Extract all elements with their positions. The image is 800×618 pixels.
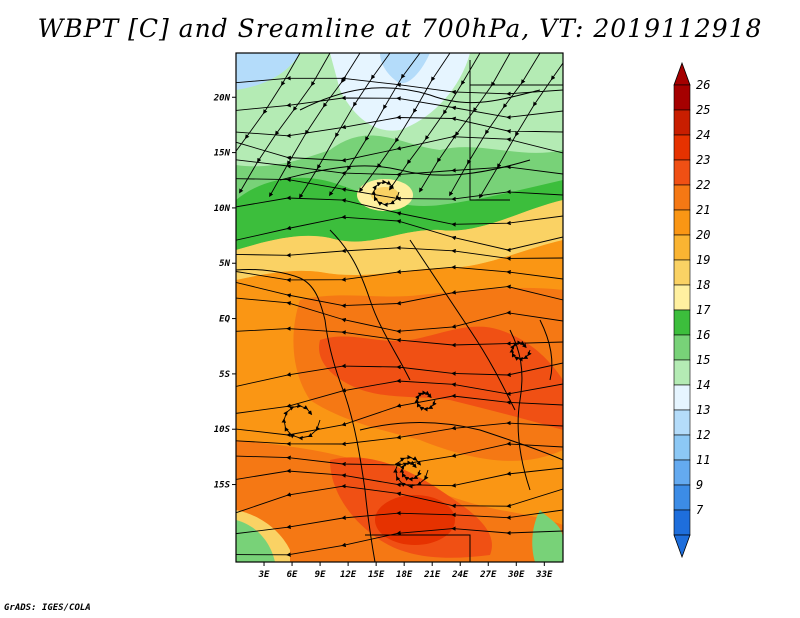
lon-tick-label: 24E: [451, 570, 469, 580]
streamline: [399, 460, 422, 482]
lon-tick-label: 33E: [535, 570, 553, 580]
lat-tick-label: 5N: [219, 259, 230, 269]
streamline: [393, 454, 429, 489]
colorbar-swatch: [673, 509, 691, 536]
colorbar-label: 26: [696, 78, 710, 92]
colorbar-label: 24: [696, 128, 710, 142]
colorbar-over-triangle: [673, 61, 691, 86]
colorbar-label: 25: [696, 103, 710, 117]
colorbar-under-triangle: [673, 534, 691, 559]
colorbar-swatch: [673, 109, 691, 136]
colorbar-label: 7: [696, 503, 704, 517]
colorbar-swatch: [673, 159, 691, 186]
streamlines: [236, 53, 563, 557]
streamline: [236, 483, 563, 516]
lon-tick-label: 27E: [479, 570, 497, 580]
colorbar-label: 17: [696, 303, 711, 317]
lat-tick-label: 15S: [214, 481, 231, 491]
lon-tick-label: 18E: [396, 570, 413, 580]
colorbar-label: 15: [696, 353, 710, 367]
streamline: [236, 245, 563, 261]
colorbar-swatch: [673, 84, 691, 111]
lon-tick-label: 21E: [423, 570, 441, 580]
colorbar-swatch: [673, 259, 691, 286]
lon-tick-label: 6E: [287, 570, 298, 580]
streamline: [281, 403, 321, 441]
streamline: [509, 340, 532, 362]
lat-tick-label: 15N: [214, 149, 231, 159]
lat-tick-label: 10S: [214, 425, 231, 435]
colorbar-label: 20: [696, 228, 710, 242]
colorbar: 26 25 24 23 22 21 20 19 18 17 16 15 14 13 12 11 9 7: [673, 61, 711, 559]
colorbar-swatch: [673, 234, 691, 261]
colorbar-label: 14: [696, 378, 710, 392]
streamline: [414, 390, 437, 412]
streamline: [236, 326, 563, 348]
map-title: WBPT [C] and Sreamline at 700hPa, VT: 20…: [37, 14, 763, 43]
lat-tick-label: EQ: [219, 315, 230, 325]
colorbar-label: 13: [696, 403, 710, 417]
colorbar-label: 18: [696, 278, 710, 292]
colorbar-label: 21: [696, 203, 710, 217]
colorbar-swatch: [673, 484, 691, 511]
lat-tick-label: 20N: [213, 93, 231, 103]
latitude-axis: 20N 15N 10N 5N EQ 5S 10S 15S: [213, 93, 236, 491]
colorbar-swatch: [673, 209, 691, 236]
colorbar-swatch: [673, 134, 691, 161]
longitude-axis: 3E 6E 9E 12E 15E 18E 21E 24E 27E 30E 33E: [258, 562, 553, 580]
wbpt-shaded-field: [236, 53, 563, 562]
lon-tick-label: 9E: [315, 570, 326, 580]
colorbar-swatch: [673, 359, 691, 386]
streamline: [479, 62, 563, 199]
colorbar-label: 12: [696, 428, 710, 442]
colorbar-swatch: [673, 384, 691, 411]
lon-tick-label: 3E: [258, 570, 270, 580]
streamline: [236, 264, 563, 283]
colorbar-swatch: [673, 459, 691, 486]
streamline: [371, 179, 401, 208]
colorbar-swatch: [673, 309, 691, 336]
lon-tick-label: 15E: [368, 570, 385, 580]
streamline: [236, 362, 563, 389]
colorbar-swatch: [673, 184, 691, 211]
colorbar-label: 23: [696, 153, 710, 167]
colorbar-swatch: [673, 334, 691, 361]
lon-tick-label: 30E: [507, 570, 525, 580]
lon-tick-label: 12E: [340, 570, 357, 580]
colorbar-label: 19: [696, 253, 710, 267]
colorbar-swatch: [673, 409, 691, 436]
map-frame: [235, 52, 564, 563]
streamline: [236, 526, 563, 557]
lat-tick-label: 5S: [219, 370, 230, 380]
colorbar-label: 22: [696, 178, 710, 192]
lat-tick-label: 10N: [214, 204, 231, 214]
colorbar-label: 16: [696, 328, 710, 342]
colorbar-label: 9: [696, 478, 703, 492]
colorbar-label: 11: [696, 453, 710, 467]
colorbar-swatch: [673, 284, 691, 311]
colorbar-swatch: [673, 434, 691, 461]
grads-credit: GrADS: IGES/COLA: [4, 603, 91, 613]
